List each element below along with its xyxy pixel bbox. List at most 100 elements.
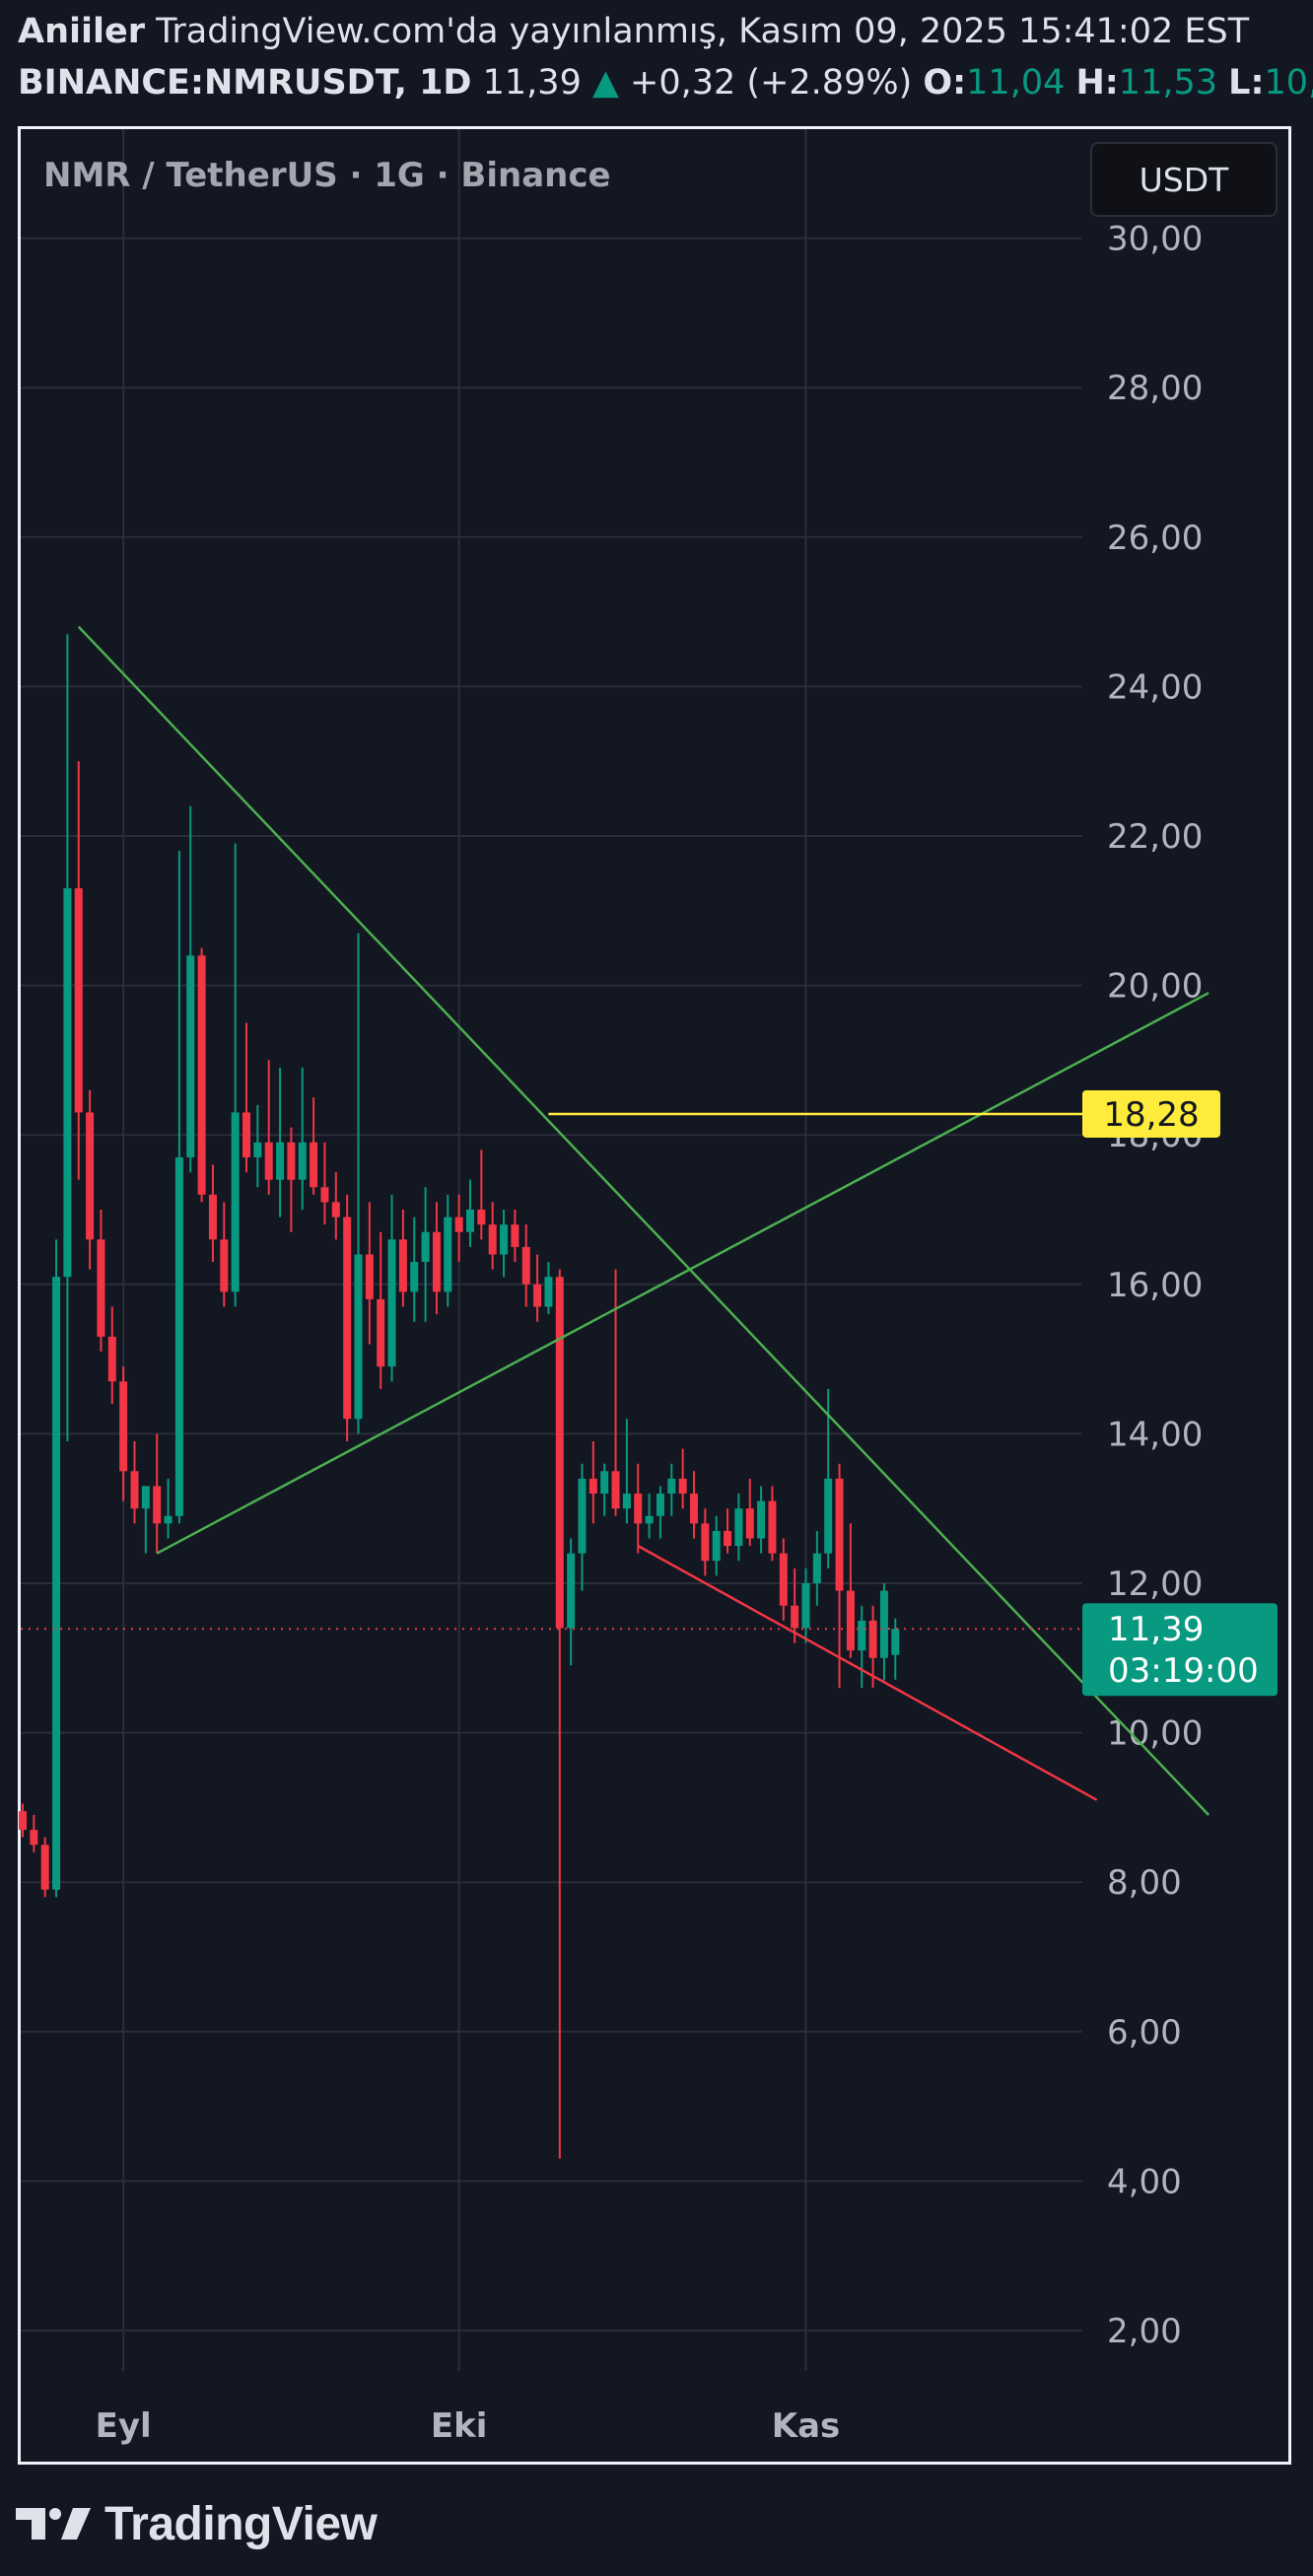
trendline	[637, 1545, 1098, 1801]
candle	[533, 1254, 542, 1322]
candle	[310, 1097, 318, 1195]
candle-body	[387, 1239, 396, 1367]
candle	[208, 1164, 217, 1263]
candle-body	[724, 1530, 732, 1547]
candle	[398, 1210, 407, 1307]
candle	[600, 1463, 609, 1516]
candle	[40, 1837, 49, 1898]
candle	[387, 1194, 396, 1382]
candle	[174, 851, 183, 1524]
candle	[52, 1239, 61, 1898]
y-tick-label: 8,00	[1107, 1863, 1182, 1903]
x-tick-label: Eyl	[96, 2406, 152, 2446]
candle	[30, 1814, 38, 1852]
candle-body	[52, 1277, 61, 1890]
candle-body	[320, 1187, 329, 1203]
candle	[141, 1486, 150, 1554]
candle	[511, 1210, 519, 1263]
currency-button[interactable]: USDT	[1090, 142, 1278, 217]
candle	[197, 947, 206, 1203]
candle-body	[858, 1620, 866, 1651]
candle-body	[231, 1112, 240, 1292]
candle	[107, 1306, 116, 1405]
author-name[interactable]: Aniiler	[18, 12, 145, 51]
candle-body	[86, 1112, 95, 1240]
candle-body	[701, 1523, 710, 1562]
candle	[410, 1217, 419, 1322]
candle	[724, 1508, 732, 1554]
candle-body	[768, 1500, 777, 1554]
candle	[879, 1583, 888, 1681]
trendline	[77, 625, 1210, 1816]
candle	[477, 1149, 486, 1240]
open-label: O:	[923, 63, 967, 103]
candle	[19, 1803, 27, 1838]
candle	[588, 1440, 597, 1524]
candle	[824, 1388, 833, 1568]
countdown-label: 03:19:00	[1108, 1651, 1259, 1691]
candle	[377, 1231, 385, 1389]
candle-body	[432, 1231, 441, 1292]
candle-body	[533, 1284, 542, 1307]
candle	[466, 1179, 474, 1247]
price-change: +0,32 (+2.89%)	[630, 63, 913, 103]
last-price-label: 11,39	[1108, 1610, 1204, 1649]
candle-body	[197, 955, 206, 1195]
open-value: 11,04	[966, 63, 1066, 103]
candle-body	[835, 1478, 844, 1591]
low-label: L:	[1228, 63, 1265, 103]
candle	[97, 1210, 105, 1353]
candle	[287, 1127, 296, 1232]
candle-body	[119, 1381, 128, 1472]
candle-body	[667, 1478, 676, 1495]
y-tick-label: 26,00	[1107, 519, 1203, 558]
candle-body	[600, 1471, 609, 1495]
candle-body	[444, 1217, 452, 1292]
candle-body	[801, 1583, 810, 1629]
candle	[634, 1463, 643, 1554]
candle	[432, 1202, 441, 1315]
up-arrow-icon: ▲	[591, 63, 619, 103]
candle-body	[678, 1478, 687, 1495]
candle	[846, 1523, 855, 1658]
candle-body	[287, 1142, 296, 1180]
candle	[220, 1202, 229, 1307]
y-tick-label: 6,00	[1107, 2013, 1182, 2053]
candle	[791, 1567, 799, 1643]
high-label: H:	[1075, 63, 1119, 103]
candle-body	[500, 1224, 509, 1255]
y-tick-label: 2,00	[1107, 2312, 1182, 2351]
candle	[712, 1515, 721, 1576]
candle-body	[734, 1508, 743, 1547]
candle	[611, 1269, 620, 1516]
candle-body	[879, 1590, 888, 1658]
candle-body	[868, 1620, 877, 1658]
candle	[745, 1478, 754, 1547]
candle	[578, 1463, 587, 1591]
candle-body	[712, 1530, 721, 1562]
candle	[365, 1202, 374, 1345]
x-tick-label: Eki	[431, 2406, 488, 2446]
candle-body	[410, 1262, 419, 1292]
candle-body	[611, 1471, 620, 1509]
candle-body	[622, 1494, 631, 1509]
candle-body	[745, 1508, 754, 1539]
candle-body	[276, 1142, 285, 1180]
brand-name: TradingView	[104, 2497, 378, 2550]
symbol-header: BINANCE:NMRUSDT, 1D 11,39 ▲ +0,32 (+2.89…	[18, 63, 1313, 112]
candle	[298, 1067, 307, 1210]
y-tick-label: 4,00	[1107, 2162, 1182, 2201]
x-tick-label: Kas	[772, 2406, 841, 2446]
candle-body	[555, 1277, 564, 1629]
candle-body	[757, 1500, 766, 1539]
candle-body	[107, 1336, 116, 1382]
candle-body	[398, 1239, 407, 1292]
symbol-name: BINANCE:NMRUSDT, 1D	[18, 63, 472, 103]
candle-body	[544, 1277, 553, 1307]
candle-body	[521, 1246, 530, 1285]
candle-body	[645, 1515, 654, 1524]
publish-header: Aniiler TradingView.com'da yayınlanmış, …	[18, 12, 1299, 61]
candle-body	[220, 1239, 229, 1292]
candle-body	[331, 1202, 340, 1218]
